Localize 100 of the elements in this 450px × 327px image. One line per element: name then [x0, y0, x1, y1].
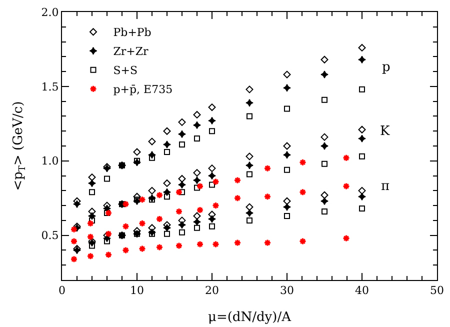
x-tick-label: 30	[280, 284, 294, 298]
point	[179, 189, 185, 196]
point	[320, 56, 328, 64]
point	[163, 188, 171, 196]
point	[193, 218, 201, 226]
point	[148, 194, 156, 202]
point	[208, 172, 216, 180]
point	[178, 118, 186, 126]
point	[134, 196, 140, 203]
point	[86, 252, 94, 260]
point	[122, 222, 130, 230]
point	[179, 142, 185, 148]
point	[133, 197, 141, 206]
annotation: π	[381, 179, 390, 194]
point	[283, 150, 291, 159]
point	[138, 196, 146, 204]
point	[196, 240, 204, 248]
point	[264, 192, 272, 200]
x-tick-label: 10	[130, 284, 144, 298]
x-tick-label: 50	[430, 284, 444, 298]
legend-label: S+S	[113, 64, 138, 78]
point	[194, 224, 200, 231]
point	[209, 128, 215, 134]
point	[358, 134, 366, 143]
point	[89, 189, 95, 196]
point	[284, 166, 290, 173]
legend-label: Zr+Zr	[113, 45, 150, 58]
point	[283, 203, 291, 212]
point	[194, 184, 200, 191]
point	[88, 179, 96, 188]
point	[196, 206, 204, 214]
point	[193, 110, 201, 118]
point	[283, 84, 291, 92]
point	[320, 142, 328, 150]
point	[163, 140, 171, 149]
point	[320, 191, 328, 199]
y-tick-label: 1.0	[41, 154, 59, 168]
point	[149, 196, 155, 203]
point	[264, 164, 272, 172]
point	[246, 161, 254, 170]
point	[299, 158, 306, 166]
point	[246, 86, 254, 94]
point	[133, 192, 141, 200]
point	[284, 106, 290, 112]
point	[88, 174, 96, 182]
point	[358, 56, 366, 64]
point	[178, 180, 186, 189]
point	[193, 212, 201, 220]
point	[358, 44, 366, 52]
point	[104, 176, 110, 182]
point	[358, 126, 366, 134]
point	[246, 171, 252, 178]
point	[156, 191, 164, 199]
point	[208, 116, 216, 125]
point	[193, 169, 201, 177]
point	[283, 70, 291, 78]
point	[88, 208, 96, 216]
point	[284, 212, 290, 219]
point	[246, 217, 252, 224]
point	[193, 121, 201, 130]
point	[134, 158, 140, 164]
point	[246, 98, 254, 107]
point	[163, 179, 171, 187]
point	[234, 239, 242, 247]
point	[208, 210, 216, 218]
point	[70, 226, 78, 234]
point	[212, 240, 220, 248]
point	[359, 153, 365, 160]
point	[193, 176, 201, 184]
point	[320, 133, 328, 141]
point	[194, 136, 200, 142]
point	[175, 208, 183, 216]
point	[133, 158, 141, 166]
point	[149, 230, 155, 237]
point	[320, 197, 328, 206]
point	[86, 233, 94, 241]
point	[175, 188, 183, 196]
point	[175, 242, 183, 250]
point	[299, 238, 306, 246]
annotation: p	[382, 60, 390, 75]
point	[148, 228, 156, 236]
x-tick-label: 20	[205, 284, 219, 298]
point	[264, 239, 272, 247]
y-tick-label: 0.5	[41, 229, 59, 242]
point	[178, 130, 186, 138]
point	[104, 250, 112, 258]
point	[208, 104, 216, 112]
point	[209, 223, 215, 230]
point	[342, 234, 350, 242]
point	[283, 142, 291, 150]
point	[164, 148, 170, 155]
point	[246, 203, 254, 211]
point	[208, 214, 216, 223]
point	[148, 150, 156, 159]
point	[358, 192, 366, 201]
point	[70, 255, 78, 263]
point	[342, 182, 350, 190]
x-tick-label: 40	[355, 284, 369, 298]
point	[164, 230, 170, 237]
point	[246, 209, 254, 217]
